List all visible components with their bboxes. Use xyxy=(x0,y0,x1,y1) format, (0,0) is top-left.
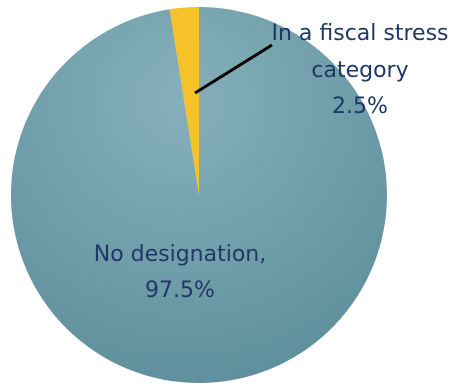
leader-line xyxy=(194,43,273,95)
label-fiscal-stress-line1: In a fiscal stress xyxy=(271,21,448,46)
label-no-designation-value: 97.5% xyxy=(145,278,215,303)
label-fiscal-stress-line2: category xyxy=(311,58,408,83)
slice-fiscal-stress xyxy=(169,6,199,195)
pie-slices xyxy=(10,6,387,383)
label-fiscal-stress-value: 2.5% xyxy=(332,94,388,119)
slice-no-designation xyxy=(10,7,387,383)
label-no-designation-line1: No designation, xyxy=(94,242,267,267)
